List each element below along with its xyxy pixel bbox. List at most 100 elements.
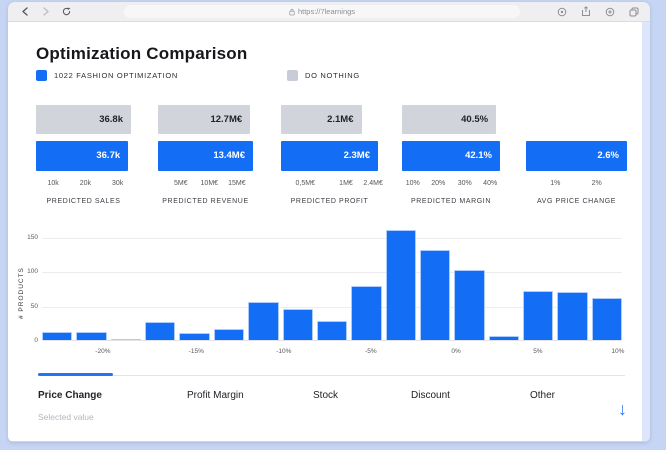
legend-item-do-nothing[interactable]: DO NOTHING [287,70,360,81]
metric-column: 12.7M€ 13.4M€ 5M€ 10M€ 15M€ PREDICTED REVENUE [158,105,253,205]
x-tick-label: 10% [611,348,625,355]
metric-label: AVG PRICE CHANGE [536,198,617,205]
y-tick-label: 50 [30,302,38,310]
optimization-bar: 42.1% [402,141,500,171]
legend-item-optimization[interactable]: 1022 FASHION OPTIMIZATION [36,70,178,81]
metric-tick-label: 1% [550,180,561,187]
back-button[interactable] [17,5,32,19]
tab-overview-icon [629,7,638,16]
histogram-bar[interactable] [419,250,451,340]
histogram-bar[interactable] [76,332,107,340]
histogram-bar[interactable] [557,291,588,340]
histogram-bar[interactable] [316,321,348,340]
metric-column: 40.5% 42.1% 10% 20% 30% 40% PREDICTED MARGIN [402,105,500,205]
dashboard-page: Optimization Comparison 1022 FASHION OPT… [8,22,642,441]
reload-button[interactable] [59,5,74,19]
histogram-bar[interactable] [351,285,382,340]
metric-tick-label: 10k [47,180,59,187]
do-nothing-swatch [287,70,298,81]
legend-label: DO NOTHING [305,71,360,80]
tab-overview-button[interactable] [626,5,641,19]
tab-other[interactable]: Other [530,390,556,401]
metric-tick-label: 0,5M€ [295,180,315,187]
browser-toolbar: https://7learnings [8,2,650,22]
toolbar-right-buttons [554,5,641,19]
metric-label: PREDICTED SALES [46,198,121,205]
x-tick-label: -10% [276,348,292,355]
tab-profit-margin[interactable]: Profit Margin [187,390,244,401]
page-title: Optimization Comparison [36,44,248,63]
new-tab-button[interactable] [602,5,617,19]
optimization-swatch [36,70,47,81]
metric-tick-label: 40% [483,180,498,187]
histogram-bar[interactable] [248,302,279,340]
privacy-shield-button[interactable] [554,5,569,19]
tab-price-change[interactable]: Price Change [38,390,102,401]
optimization-bar: 2.3M€ [281,141,378,171]
browser-window: https://7learnings Optimization Comparis… [8,2,650,442]
y-tick-label: 150 [27,234,38,241]
histogram-bar[interactable] [385,230,416,340]
page-gutter [642,22,650,441]
metric-axis: 0,5M€ 1M€ 2.4M€ [281,180,383,189]
metric-tick-label: 10% [405,180,420,187]
x-axis-line [42,340,622,341]
forward-button[interactable] [38,5,53,19]
gridline [42,272,622,274]
x-tick-label: -20% [95,348,111,355]
y-tick-label: 100 [27,268,38,276]
histogram-bar[interactable] [282,309,313,340]
histogram-bar[interactable] [454,269,485,340]
x-tick-label: 0% [451,348,461,355]
histogram-bars [42,222,623,340]
share-button[interactable] [578,5,593,19]
metric-axis: 10k 20k 30k [36,180,131,189]
metric-tick-label: 5M€ [173,180,188,187]
metric-axis: 5M€ 10M€ 15M€ [158,180,253,189]
x-tick-label: -5% [365,348,377,355]
share-icon [581,6,590,16]
padlock-icon [289,8,295,15]
metric-tick-label: 2.4M€ [363,180,383,187]
histogram-bar[interactable] [523,291,554,340]
x-tick-label: -15% [188,348,204,355]
histogram-bar[interactable] [213,329,245,340]
histogram-bar[interactable] [110,338,142,340]
products-histogram: 0 50 100 150 -20% -15% -10% -5% 0% 5% 10% [27,222,624,355]
histogram-bar[interactable] [488,335,520,340]
metric-tick-label: 2% [591,180,602,187]
browser-content: Optimization Comparison 1022 FASHION OPT… [8,22,650,441]
histogram-bar[interactable] [179,333,210,340]
address-bar[interactable]: https://7learnings [124,5,520,18]
do-nothing-bar: 12.7M€ [158,105,251,134]
metric-axis: 10% 20% 30% 40% [402,180,500,189]
tab-stock[interactable]: Stock [313,390,339,401]
arrow-down-icon[interactable]: ↓ [618,399,627,419]
chevron-right-icon [42,7,49,16]
selected-value-label: Selected value [38,412,94,422]
legend-label: 1022 FASHION OPTIMIZATION [54,71,179,80]
metric-label: PREDICTED REVENUE [162,198,249,205]
metric-tick-label: 15M€ [228,180,246,187]
metric-column: 36.8k 36.7k 10k 20k 30k PREDICTED SALES [36,105,131,205]
reload-icon [62,7,71,16]
tab-discount[interactable]: Discount [411,390,450,401]
optimization-bar: 13.4M€ [158,141,253,171]
gridline [42,238,622,239]
optimization-bar: 36.7k [36,141,129,171]
tab-track [38,375,625,376]
y-tick-label: 0 [34,337,38,344]
metric-tick-label: 30k [112,180,124,187]
histogram-bar[interactable] [145,322,176,340]
histogram-bar[interactable] [591,298,623,340]
histogram-bar[interactable] [42,332,73,340]
gridline [42,306,622,308]
metric-axis: 1% 2% [526,180,627,189]
x-tick-label: 5% [533,348,543,355]
do-nothing-bar: 2.1M€ [281,105,362,134]
metric-tick-label: 20k [79,180,92,187]
metric-label: PREDICTED MARGIN [411,198,491,205]
metric-column: 2.6% 1% 2% AVG PRICE CHANGE [526,105,627,205]
do-nothing-bar: 36.8k [36,105,131,134]
